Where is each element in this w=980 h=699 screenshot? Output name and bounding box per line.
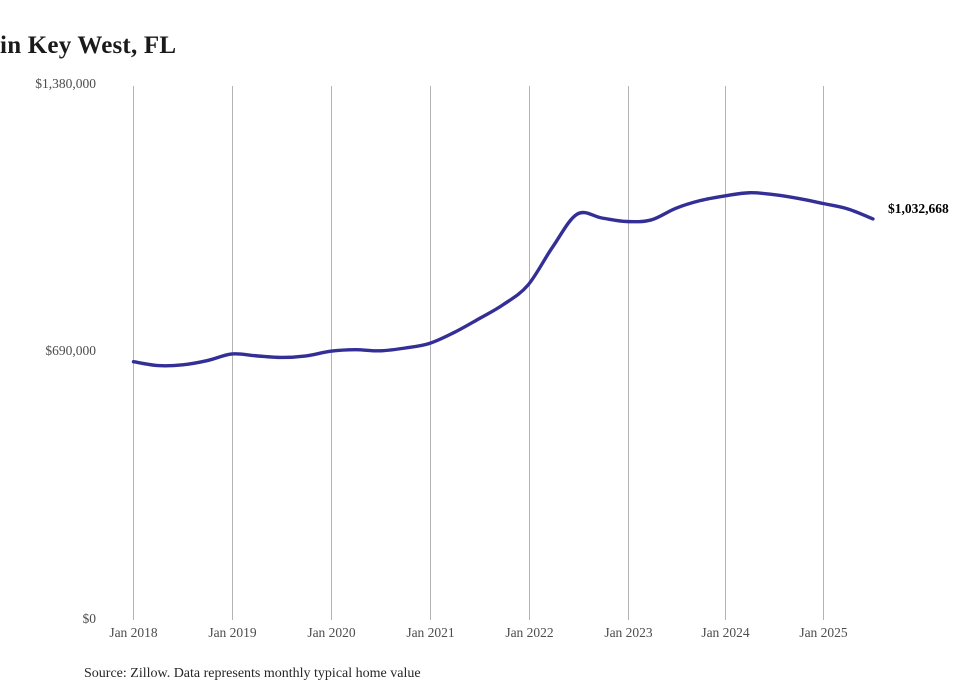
x-axis-tick-jan-2018: Jan 2018: [109, 625, 158, 640]
y-axis-tick-bottom: $0: [82, 611, 97, 626]
x-axis-tick-jan-2021: Jan 2021: [406, 625, 455, 640]
data-line-typical-home-value: [131, 191, 875, 368]
x-axis-tick-jan-2024: Jan 2024: [701, 625, 750, 640]
x-axis-tick-jan-2020: Jan 2020: [307, 625, 356, 640]
y-axis-tick-middle: $690,000: [45, 343, 96, 358]
x-axis-tick-jan-2023: Jan 2023: [604, 625, 653, 640]
chart-title: Home Values in Key West, FL: [0, 32, 980, 60]
x-axis-tick-jan-2019: Jan 2019: [208, 625, 257, 640]
y-axis-tick-top: $1,380,000: [35, 76, 96, 91]
chart-title-text: Home Values in Key West, FL: [0, 32, 177, 59]
source-note: Source: Zillow. Data represents monthly …: [84, 666, 421, 681]
x-axis-tick-jan-2022: Jan 2022: [505, 625, 554, 640]
x-axis-tick-jan-2025: Jan 2025: [799, 625, 848, 640]
end-value-annotation: $1,032,668: [888, 201, 949, 216]
